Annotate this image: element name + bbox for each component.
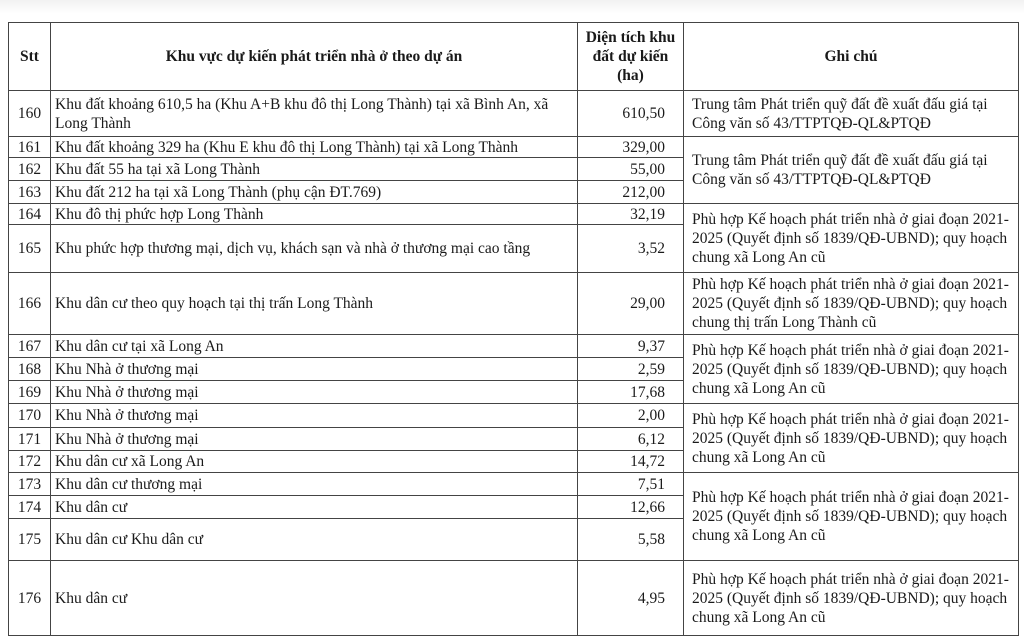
row-area-size: 12,66	[577, 495, 684, 519]
row-area-name: Khu dân cư Khu dân cư	[50, 518, 578, 561]
row-area-size: 7,51	[577, 472, 684, 496]
row-stt: 172	[8, 450, 51, 473]
table-row: 169 Khu Nhà ở thương mại 17,68	[8, 380, 1019, 404]
header-note: Ghi chú	[683, 22, 1019, 91]
row-area-name: Khu phức hợp thương mại, dịch vụ, khách …	[50, 224, 578, 273]
row-note: Phù hợp Kế hoạch phát triển nhà ở giai đ…	[683, 472, 1019, 561]
table-row: 170 Khu Nhà ở thương mại 2,00 Phù hợp Kế ho…	[8, 403, 1019, 473]
row-note: Phù hợp Kế hoạch phát triển nhà ở giai đ…	[683, 334, 1019, 404]
row-area-name: Khu dân cư thương mại	[50, 472, 578, 496]
row-area-size: 329,00	[577, 136, 684, 158]
row-area-name: Khu đô thị phức hợp Long Thành	[50, 203, 578, 225]
row-stt: 174	[8, 495, 51, 519]
row-area-name: Khu dân cư tại xã Long An	[50, 334, 578, 358]
table-header-row: Stt Khu vực dự kiến phát triển nhà ở the…	[8, 22, 1019, 91]
row-area-size: 32,19	[577, 203, 684, 225]
row-area-name: Khu Nhà ở thương mại	[50, 403, 578, 428]
row-stt: 165	[8, 224, 51, 273]
table-row: 160 Khu đất khoảng 610,5 ha (Khu A+B khu …	[8, 90, 1019, 137]
row-area-size: 6,12	[577, 427, 684, 451]
row-note: Phù hợp Kế hoạch phát triển nhà ở giai đ…	[683, 272, 1019, 335]
table-row: 171 Khu Nhà ở thương mại 6,12	[8, 427, 1019, 451]
table-row: 176 Khu dân cư 4,95 Phù hợp Kế hoạch phát t…	[8, 560, 1019, 636]
row-area-size: 29,00	[577, 272, 684, 335]
row-area-size: 2,00	[577, 403, 684, 428]
row-area-size: 212,00	[577, 180, 684, 204]
row-stt: 171	[8, 427, 51, 451]
row-area-size: 2,59	[577, 357, 684, 381]
row-area-name: Khu Nhà ở thương mại	[50, 380, 578, 404]
row-stt: 163	[8, 180, 51, 204]
table-row: 162 Khu đất 55 ha tại xã Long Thành 55,00	[8, 157, 1019, 181]
row-stt: 162	[8, 157, 51, 181]
row-area-name: Khu đất khoảng 329 ha (Khu E khu đô thị …	[50, 136, 578, 158]
table-row: 166 Khu dân cư theo quy hoạch tại thị trấ…	[8, 272, 1019, 335]
row-stt: 168	[8, 357, 51, 381]
row-note: Phù hợp Kế hoạch phát triển nhà ở giai đ…	[683, 403, 1019, 473]
row-area-size: 55,00	[577, 157, 684, 181]
row-note: Trung tâm Phát triển quỹ đất đề xuất đấu…	[683, 90, 1019, 137]
row-area-size: 17,68	[577, 380, 684, 404]
header-area-size: Diện tích khu đất dự kiến (ha)	[577, 22, 684, 91]
row-area-name: Khu đất 212 ha tại xã Long Thành (phụ cậ…	[50, 180, 578, 204]
row-area-size: 9,37	[577, 334, 684, 358]
row-area-name: Khu Nhà ở thương mại	[50, 357, 578, 381]
table-row: 165 Khu phức hợp thương mại, dịch vụ, khá…	[8, 224, 1019, 273]
row-area-name: Khu dân cư theo quy hoạch tại thị trấn L…	[50, 272, 578, 335]
row-stt: 161	[8, 136, 51, 158]
table-row: 163 Khu đất 212 ha tại xã Long Thành (phụ…	[8, 180, 1019, 204]
row-area-size: 14,72	[577, 450, 684, 473]
header-stt: Stt	[8, 22, 51, 91]
row-stt: 166	[8, 272, 51, 335]
table-row: 167 Khu dân cư tại xã Long An 9,37 Phù hợp …	[8, 334, 1019, 404]
row-area-name: Khu đất khoảng 610,5 ha (Khu A+B khu đô …	[50, 90, 578, 137]
row-area-name: Khu dân cư	[50, 560, 578, 636]
row-area-name: Khu dân cư xã Long An	[50, 450, 578, 473]
row-stt: 167	[8, 334, 51, 358]
row-stt: 169	[8, 380, 51, 404]
row-area-size: 3,52	[577, 224, 684, 273]
row-stt: 175	[8, 518, 51, 561]
row-stt: 164	[8, 203, 51, 225]
table-row: 164 Khu đô thị phức hợp Long Thành 32,19 Ph…	[8, 203, 1019, 273]
row-stt: 160	[8, 90, 51, 137]
row-stt: 173	[8, 472, 51, 496]
row-note: Phù hợp Kế hoạch phát triển nhà ở giai đ…	[683, 560, 1019, 636]
row-area-name: Khu đất 55 ha tại xã Long Thành	[50, 157, 578, 181]
table-row: 161 Khu đất khoảng 329 ha (Khu E khu đô t…	[8, 136, 1019, 204]
header-area-name: Khu vực dự kiến phát triển nhà ở theo dự…	[50, 22, 578, 91]
row-stt: 176	[8, 560, 51, 636]
table-row: 173 Khu dân cư thương mại 7,51 Phù hợp Kế h…	[8, 472, 1019, 561]
row-area-name: Khu Nhà ở thương mại	[50, 427, 578, 451]
row-note: Trung tâm Phát triển quỹ đất đề xuất đấu…	[683, 136, 1019, 204]
table-row: 168 Khu Nhà ở thương mại 2,59	[8, 357, 1019, 381]
row-area-size: 5,58	[577, 518, 684, 561]
row-stt: 170	[8, 403, 51, 428]
row-area-size: 4,95	[577, 560, 684, 636]
table-row: 174 Khu dân cư 12,66	[8, 495, 1019, 519]
row-area-name: Khu dân cư	[50, 495, 578, 519]
scan-bleed	[0, 0, 1024, 14]
row-note: Phù hợp Kế hoạch phát triển nhà ở giai đ…	[683, 203, 1019, 273]
row-area-size: 610,50	[577, 90, 684, 137]
housing-projects-table: Stt Khu vực dự kiến phát triển nhà ở the…	[8, 22, 1019, 636]
